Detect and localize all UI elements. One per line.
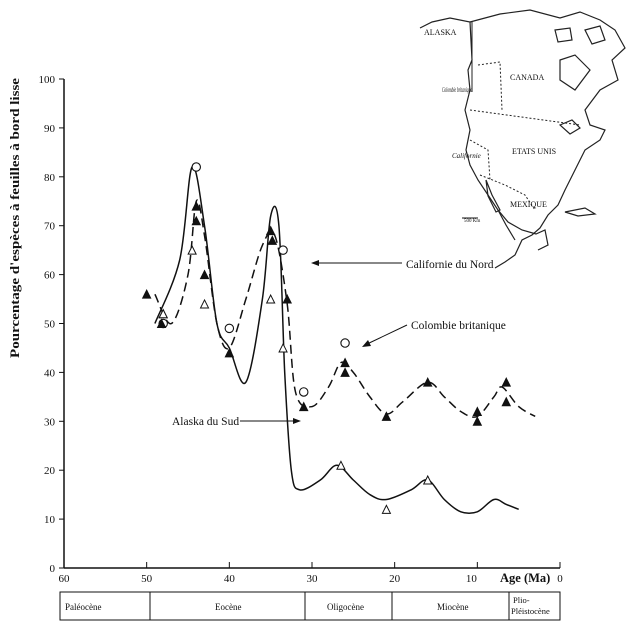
epoch-paleocene: Paléocène (65, 602, 101, 612)
y-tick-label: 90 (44, 123, 56, 135)
map-border-bc (477, 61, 503, 111)
point-alaska-du-sud (381, 504, 392, 514)
epoch-oligocene: Oligocène (327, 602, 364, 612)
point-alaska-du-sud (158, 308, 169, 319)
north-america-map (419, 9, 626, 269)
point-colombie-britanique (381, 411, 392, 421)
x-tick-label: 20 (389, 573, 401, 585)
point-colombie-britanique (501, 396, 512, 407)
map-west-coast (464, 89, 516, 241)
point-alaska-du-sud (187, 245, 197, 255)
point-colombie-britanique (340, 357, 350, 368)
point-colombie-britanique (156, 318, 167, 328)
point-californie-du-nord (298, 387, 309, 397)
point-californie-du-nord (224, 323, 235, 334)
point-alaska-du-sud (265, 293, 276, 304)
x-tick-label: 50 (141, 573, 153, 585)
arrow-head-alaska (293, 418, 301, 424)
point-colombie-britanique (191, 201, 202, 211)
map-label-usa: ETATS UNIS (512, 147, 556, 156)
y-tick-label: 100 (39, 74, 56, 86)
point-californie-du-nord (278, 245, 288, 255)
point-alaska-du-sud (278, 342, 288, 353)
map-label-california: Californie (452, 152, 481, 160)
point-alaska-du-sud (336, 460, 346, 470)
epoch-bar-frame (59, 591, 561, 621)
epoch-eocene: Eocène (215, 602, 241, 612)
point-colombie-britanique (501, 377, 512, 387)
point-colombie-britanique (340, 367, 350, 377)
map-mexico-coast (497, 209, 549, 251)
point-colombie-britanique (472, 406, 483, 417)
point-colombie-britanique (224, 347, 235, 358)
point-colombie-britanique (141, 289, 152, 299)
map-label-bc: Colombie britanique (442, 86, 472, 94)
map-island-1 (584, 25, 606, 45)
x-tick-label: 10 (466, 573, 478, 585)
annotation-alaska: Alaska du Sud (172, 416, 239, 428)
map-cuba (564, 207, 597, 217)
annotation-colombie: Colombie britanique (411, 320, 506, 332)
y-tick-label: 60 (44, 270, 56, 282)
map-hudson (559, 54, 591, 91)
epoch-bar: Paléocène Eocène Oligocène Miocène Plio-… (59, 591, 561, 621)
point-alaska-du-sud (422, 474, 433, 485)
x-tick-label: 30 (307, 573, 319, 585)
epoch-plio-pleistocene: Plio- Pléistocène (511, 595, 550, 616)
y-tick-label: 70 (44, 221, 56, 233)
y-tick-label: 40 (44, 367, 56, 379)
y-tick-label: 20 (44, 465, 56, 477)
plot-area (141, 162, 536, 515)
series-line-colombie-britanique (154, 199, 536, 418)
map-label-mexico: MEXIQUE (510, 200, 547, 209)
annotations: Californie du Nord Colombie britanique A… (172, 259, 506, 428)
point-colombie-britanique (298, 401, 309, 412)
map-island-2 (554, 27, 573, 43)
point-colombie-britanique (282, 293, 293, 304)
map-labels: ALASKA CANADA Colombie britanique ETATS … (424, 28, 556, 224)
y-axis-label: Pourcentage d'espèces à feuilles à bord … (8, 77, 22, 358)
y-tick-label: 80 (44, 172, 56, 184)
point-colombie-britanique (191, 215, 202, 226)
map-great-lakes (558, 119, 581, 135)
y-tick-label: 10 (44, 514, 56, 526)
x-tick-label: 40 (224, 573, 236, 585)
map-label-alaska: ALASKA (424, 28, 457, 37)
point-colombie-britanique (265, 225, 276, 236)
map-baja (485, 179, 501, 213)
annotation-californie: Californie du Nord (406, 259, 494, 271)
map-border-ca (469, 139, 491, 181)
map-border-us-canada (469, 109, 581, 126)
arrow-head-colombie (362, 340, 371, 347)
epoch-miocene: Miocène (437, 602, 469, 612)
map-label-scale: 500 Km (464, 219, 480, 224)
arrow-head-californie (311, 260, 319, 266)
point-colombie-britanique (472, 416, 483, 426)
y-tick-label: 0 (50, 563, 56, 575)
x-tick-label: 0 (557, 573, 563, 585)
y-tick-label: 50 (44, 319, 56, 331)
x-tick-label: 60 (59, 573, 71, 585)
point-californie-du-nord (191, 162, 202, 172)
map-border-us-mexico (479, 174, 536, 211)
x-axis-label: Age (Ma) (500, 571, 550, 585)
y-tick-label: 30 (44, 416, 56, 428)
point-colombie-britanique (422, 377, 433, 387)
point-colombie-britanique (267, 235, 278, 245)
point-californie-du-nord (340, 338, 350, 348)
point-colombie-britanique (199, 269, 210, 280)
point-alaska-du-sud (199, 298, 210, 309)
map-label-canada: CANADA (510, 73, 544, 82)
map-canada-coast (469, 9, 626, 269)
annotation-arrow-colombie (364, 324, 408, 346)
